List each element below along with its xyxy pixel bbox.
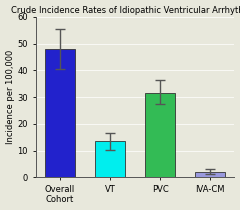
Bar [195, 172, 225, 177]
Bar [45, 49, 75, 177]
Bar [95, 141, 125, 177]
Bar [145, 93, 175, 177]
Title: Crude Incidence Rates of Idiopathic Ventricular Arrhythmia: Crude Incidence Rates of Idiopathic Vent… [11, 5, 240, 14]
Y-axis label: Incidence per 100,000: Incidence per 100,000 [6, 50, 15, 144]
